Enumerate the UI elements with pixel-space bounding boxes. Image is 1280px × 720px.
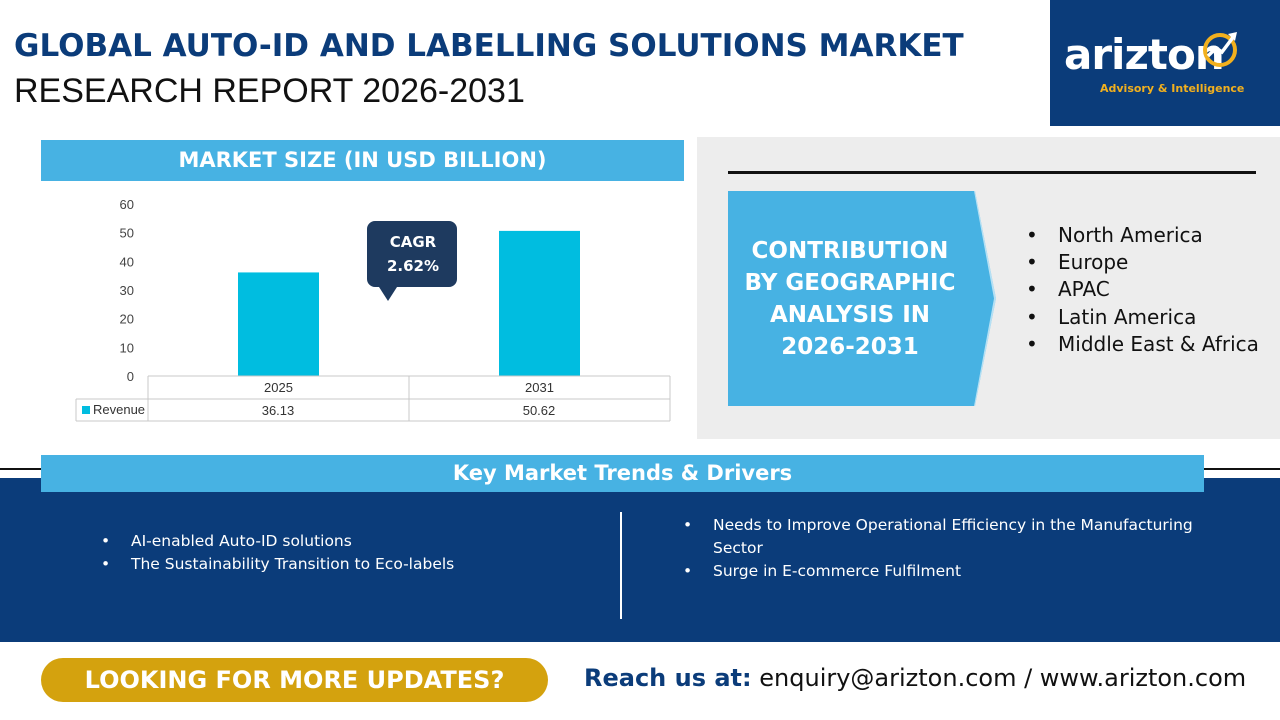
data-table: Revenue 36.13 50.62	[75, 375, 671, 422]
report-title: GLOBAL AUTO-ID AND LABELLING SOLUTIONS M…	[14, 28, 964, 64]
table-value-2031: 50.62	[523, 403, 556, 418]
reach-label: Reach us at:	[584, 664, 752, 692]
geographic-divider	[728, 171, 1256, 174]
region-item: • APAC	[1026, 277, 1110, 302]
cagr-value: 2.62%	[387, 257, 439, 275]
trends-divider	[620, 512, 622, 619]
trend-item: Needs to Improve Operational Efficiency …	[683, 514, 1203, 560]
y-tick-label: 10	[120, 340, 134, 355]
report-subtitle: RESEARCH REPORT 2026-2031	[14, 72, 525, 110]
table-value-2025: 36.13	[262, 403, 295, 418]
trends-list-right: Needs to Improve Operational Efficiency …	[683, 514, 1203, 583]
region-item: • Middle East & Africa	[1026, 331, 1259, 356]
logo-tagline: Advisory & Intelligence	[1100, 82, 1245, 95]
chevron-right-icon	[972, 191, 996, 406]
region-item: • Latin America	[1026, 304, 1197, 329]
y-tick-label: 50	[120, 226, 134, 241]
y-tick-label: 0	[127, 369, 134, 384]
region-list: • North America • Europe • APAC • Latin Amer…	[1026, 222, 1259, 358]
contact-links[interactable]: enquiry@arizton.com / www.arizton.com	[759, 664, 1247, 692]
region-item: • North America	[1026, 223, 1203, 247]
market-size-chart: 0 10 20 30 40 50 60 2025 2031 CAGR 2.62% Revenu…	[75, 197, 671, 422]
bar-2025	[238, 272, 319, 376]
cagr-callout-bubble	[367, 221, 457, 301]
region-item: • Europe	[1026, 250, 1129, 275]
geographic-heading: CONTRIBUTION BY GEOGRAPHIC ANALYSIS IN 2…	[728, 191, 972, 406]
x-tick-label: 2025	[264, 380, 293, 395]
arizton-logo[interactable]: arizton Advisory & Intelligence	[1050, 0, 1280, 126]
market-size-header: MARKET SIZE (IN USD BILLION)	[41, 140, 684, 181]
geo-line-2: BY GEOGRAPHIC	[744, 269, 956, 296]
trends-list-left: AI-enabled Auto-ID solutions The Sustain…	[101, 530, 581, 576]
y-tick-label: 30	[120, 283, 134, 298]
geo-line-3: ANALYSIS IN	[769, 301, 931, 328]
cagr-label: CAGR	[390, 233, 437, 251]
logo-wordmark: arizton	[1064, 30, 1225, 79]
trends-header: Key Market Trends & Drivers	[41, 455, 1204, 492]
trend-item: The Sustainability Transition to Eco-lab…	[101, 553, 581, 576]
trend-item: Surge in E-commerce Fulfilment	[683, 560, 1203, 583]
updates-cta-button[interactable]: LOOKING FOR MORE UPDATES?	[41, 658, 548, 702]
geo-line-4: 2026-2031	[781, 333, 919, 360]
y-tick-label: 20	[120, 312, 134, 327]
geo-line-1: CONTRIBUTION	[751, 237, 949, 264]
y-tick-label: 40	[120, 254, 134, 269]
trend-item: AI-enabled Auto-ID solutions	[101, 530, 581, 553]
y-tick-label: 60	[120, 197, 134, 212]
cagr-callout: CAGR 2.62%	[367, 221, 457, 301]
x-tick-label: 2031	[525, 380, 554, 395]
bar-2031	[499, 230, 580, 376]
contact-line: Reach us at: enquiry@arizton.com / www.a…	[584, 664, 1246, 692]
target-arrow-icon	[1203, 32, 1237, 67]
series-label: Revenue	[93, 402, 145, 417]
legend-swatch	[82, 406, 90, 414]
